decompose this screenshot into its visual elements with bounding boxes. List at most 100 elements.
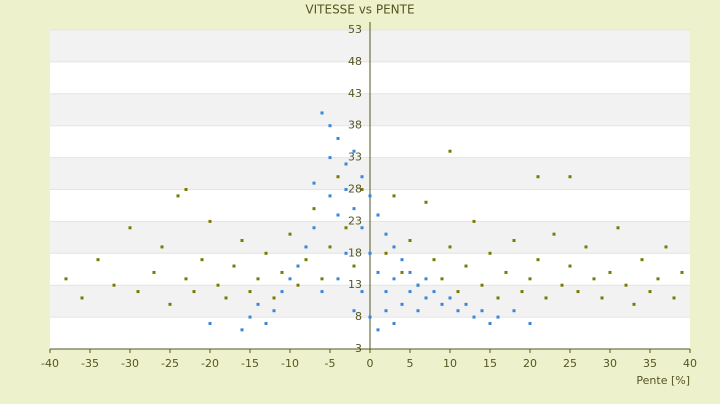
- point: [392, 277, 396, 281]
- point: [304, 245, 308, 249]
- y-tick-label: 23: [348, 214, 362, 227]
- x-tick-label: -35: [81, 357, 99, 370]
- point: [272, 296, 276, 300]
- x-tick-label: 35: [643, 357, 657, 370]
- point: [128, 226, 132, 230]
- x-axis-label: Pente [%]: [636, 374, 690, 387]
- y-tick-label: 18: [348, 246, 362, 259]
- point: [240, 239, 244, 243]
- point: [664, 245, 668, 249]
- point: [384, 309, 388, 313]
- point: [160, 245, 164, 249]
- point: [96, 258, 100, 262]
- point: [352, 149, 356, 153]
- point: [632, 302, 636, 306]
- point: [328, 156, 332, 160]
- point: [424, 277, 428, 281]
- point: [440, 302, 444, 306]
- point: [352, 207, 356, 211]
- point: [112, 283, 116, 287]
- point: [232, 264, 236, 268]
- point: [200, 258, 204, 262]
- point: [408, 290, 412, 294]
- x-tick-label: 30: [603, 357, 617, 370]
- point: [312, 207, 316, 211]
- point: [512, 309, 516, 313]
- point: [288, 232, 292, 236]
- y-tick-label: 53: [348, 23, 362, 36]
- point: [392, 194, 396, 198]
- point: [472, 219, 476, 223]
- point: [440, 277, 444, 281]
- point: [624, 283, 628, 287]
- x-tick-label: -15: [241, 357, 259, 370]
- point: [344, 251, 348, 255]
- point: [168, 302, 172, 306]
- point: [312, 181, 316, 185]
- point: [336, 213, 340, 217]
- point: [576, 290, 580, 294]
- point: [648, 290, 652, 294]
- point: [528, 321, 532, 325]
- point: [392, 245, 396, 249]
- point: [360, 290, 364, 294]
- point: [408, 270, 412, 274]
- point: [672, 296, 676, 300]
- chart-title: VITESSE vs PENTE: [305, 3, 414, 17]
- x-tick-label: 5: [407, 357, 414, 370]
- point: [640, 258, 644, 262]
- point: [552, 232, 556, 236]
- point: [376, 328, 380, 332]
- point: [280, 270, 284, 274]
- point: [488, 321, 492, 325]
- point: [352, 264, 356, 268]
- point: [456, 290, 460, 294]
- x-tick-label: 10: [443, 357, 457, 370]
- point: [264, 251, 268, 255]
- x-tick-label: -20: [201, 357, 219, 370]
- point: [568, 264, 572, 268]
- point: [376, 270, 380, 274]
- point: [240, 328, 244, 332]
- x-tick-label: -5: [325, 357, 336, 370]
- point: [208, 321, 212, 325]
- x-tick-label: -30: [121, 357, 139, 370]
- point: [416, 283, 420, 287]
- point: [544, 296, 548, 300]
- point: [296, 264, 300, 268]
- point: [432, 290, 436, 294]
- point: [368, 251, 372, 255]
- point: [280, 290, 284, 294]
- point: [368, 194, 372, 198]
- point: [464, 302, 468, 306]
- point: [584, 245, 588, 249]
- point: [344, 162, 348, 166]
- x-tick-label: 40: [683, 357, 697, 370]
- point: [256, 302, 260, 306]
- y-tick-label: 3: [355, 342, 362, 355]
- point: [536, 258, 540, 262]
- point: [432, 258, 436, 262]
- point: [328, 124, 332, 128]
- y-tick-label: 38: [348, 119, 362, 132]
- point: [384, 251, 388, 255]
- y-tick-label: 33: [348, 151, 362, 164]
- point: [512, 239, 516, 243]
- point: [456, 309, 460, 313]
- point: [360, 175, 364, 179]
- point: [480, 309, 484, 313]
- point: [64, 277, 68, 281]
- point: [464, 264, 468, 268]
- point: [496, 296, 500, 300]
- point: [224, 296, 228, 300]
- point: [320, 277, 324, 281]
- point: [448, 296, 452, 300]
- point: [424, 200, 428, 204]
- point: [296, 283, 300, 287]
- point: [368, 315, 372, 319]
- point: [496, 315, 500, 319]
- point: [320, 111, 324, 115]
- point: [264, 321, 268, 325]
- y-tick-label: 13: [348, 278, 362, 291]
